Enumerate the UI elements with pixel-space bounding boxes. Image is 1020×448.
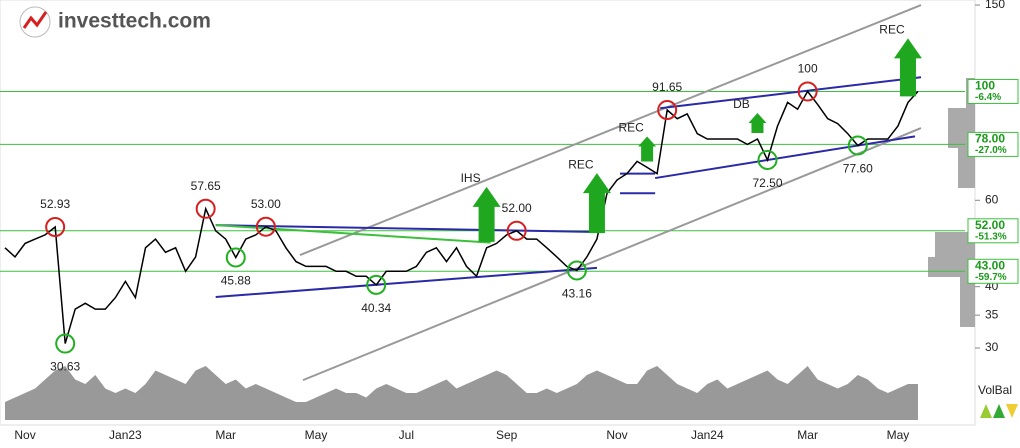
extreme-label: 40.34 <box>361 301 391 315</box>
extreme-marker <box>797 81 818 102</box>
level-label: 78.00 <box>975 132 1005 146</box>
y-tick-label: 150 <box>985 0 1005 11</box>
logo-icon-line <box>22 11 48 29</box>
trend-line <box>654 135 916 180</box>
x-tick-label: Mar <box>215 428 236 442</box>
signal-arrow <box>893 38 922 97</box>
y-tick-label: 35 <box>985 307 999 321</box>
trend-line <box>660 76 922 110</box>
extreme-marker <box>566 260 587 281</box>
extreme-marker <box>757 149 778 170</box>
level-change: -51.3% <box>975 231 1007 242</box>
y-tick-label: 60 <box>985 192 999 206</box>
pattern-label: REC <box>618 121 644 135</box>
level-change: -6.4% <box>975 92 1001 103</box>
extreme-marker <box>195 198 216 219</box>
logo: investtech.com <box>19 6 211 38</box>
trend-line <box>302 127 922 382</box>
y-tick-label: 30 <box>985 340 999 354</box>
trend-line <box>215 224 597 234</box>
pattern-label: IHS <box>461 171 481 185</box>
x-tick-label: Nov <box>606 428 627 442</box>
x-tick-label: Mar <box>797 428 818 442</box>
extreme-label: 52.00 <box>502 201 532 215</box>
x-tick-label: Sep <box>496 428 518 442</box>
signal-arrow <box>472 186 501 242</box>
signal-arrow <box>748 112 767 133</box>
extreme-marker <box>657 100 678 121</box>
trend-line <box>215 224 491 244</box>
x-tick-label: May <box>887 428 910 442</box>
extreme-marker <box>366 274 387 295</box>
extreme-label: 100 <box>798 62 818 76</box>
extreme-marker <box>506 220 527 241</box>
pattern-label: REC <box>568 157 594 171</box>
level-label: 43.00 <box>975 258 1005 272</box>
level-change: -27.0% <box>975 145 1007 156</box>
extreme-label: 30.63 <box>50 360 80 374</box>
x-tick-label: Nov <box>14 428 35 442</box>
signal-arrow <box>582 173 611 234</box>
level-label: 100 <box>975 79 995 93</box>
extreme-marker <box>55 333 76 354</box>
level-change: -59.7% <box>975 272 1007 283</box>
level-label: 52.00 <box>975 218 1005 232</box>
trend-line <box>299 4 922 256</box>
extreme-marker <box>45 217 66 238</box>
trend-line <box>215 266 598 299</box>
x-tick-label: Jan23 <box>109 428 142 442</box>
extreme-marker <box>255 216 276 237</box>
level-box <box>967 258 1019 284</box>
extreme-label: 91.65 <box>652 80 682 94</box>
level-box <box>967 131 1019 157</box>
level-box <box>967 218 1019 244</box>
price-line <box>4 90 919 344</box>
brand: investtech.com <box>58 10 211 33</box>
signal-arrow <box>638 136 657 162</box>
extreme-marker <box>225 247 246 268</box>
pattern-label: DB <box>733 97 750 111</box>
indicator-icons <box>980 404 1018 418</box>
x-tick-label: Jul <box>399 428 414 442</box>
level-box <box>967 78 1019 104</box>
extreme-label: 43.16 <box>562 287 592 301</box>
extreme-label: 57.65 <box>191 179 221 193</box>
x-tick-label: Jan24 <box>691 428 724 442</box>
extreme-label: 77.60 <box>843 162 873 176</box>
extreme-label: 53.00 <box>251 197 281 211</box>
extreme-marker <box>847 135 868 156</box>
indicator-label: VolBal <box>978 383 1012 397</box>
extreme-label: 52.93 <box>40 197 70 211</box>
extreme-label: 45.88 <box>221 274 251 288</box>
extreme-label: 72.50 <box>752 176 782 190</box>
volume-area <box>5 366 918 420</box>
x-tick-label: May <box>305 428 328 442</box>
pattern-label: REC <box>879 23 905 37</box>
